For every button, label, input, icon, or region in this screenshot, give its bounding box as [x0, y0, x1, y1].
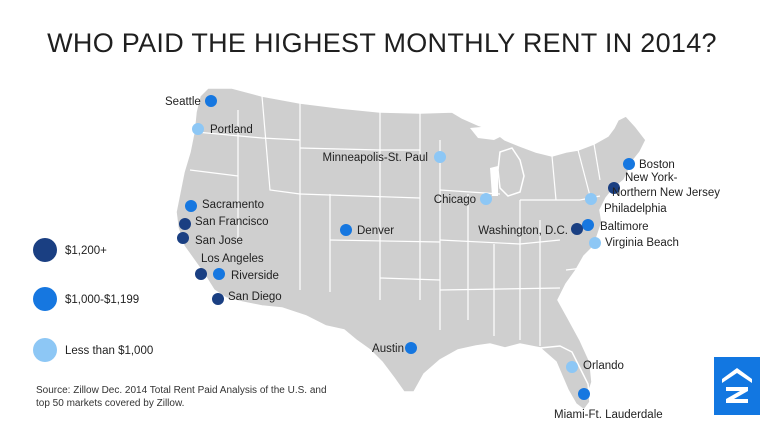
zillow-z-icon	[714, 357, 760, 415]
label-virginia-beach: Virginia Beach	[605, 237, 679, 249]
marker-miami-ft-lauderdale	[578, 388, 590, 400]
great-lakes	[470, 126, 506, 196]
legend-label-low: Less than $1,000	[65, 345, 153, 357]
legend-label-mid: $1,000-$1,199	[65, 294, 139, 306]
label-baltimore: Baltimore	[600, 221, 649, 233]
marker-chicago	[480, 193, 492, 205]
label-portland: Portland	[210, 124, 253, 136]
label-san-jose: San Jose	[195, 235, 243, 247]
us-land	[175, 87, 647, 401]
marker-riverside	[213, 268, 225, 280]
label-chicago: Chicago	[434, 194, 476, 206]
marker-philadelphia	[585, 193, 597, 205]
label-los-angeles: Los Angeles	[201, 253, 264, 265]
label-sacramento: Sacramento	[202, 199, 264, 211]
state-borders	[189, 95, 601, 346]
map-title: WHO PAID THE HIGHEST MONTHLY RENT IN 201…	[47, 28, 717, 58]
marker-sacramento	[185, 200, 197, 212]
michigan-peninsula	[497, 147, 525, 197]
legend: $1,200+ $1,000-$1,199 Less than $1,000	[33, 238, 153, 362]
legend-label-high: $1,200+	[65, 245, 107, 257]
marker-boston	[623, 158, 635, 170]
label-miami-ft-lauderdale: Miami-Ft. Lauderdale	[554, 409, 663, 421]
label-denver: Denver	[357, 225, 394, 237]
label-seattle: Seattle	[165, 96, 201, 108]
city-markers	[177, 95, 635, 400]
label-riverside: Riverside	[231, 270, 279, 282]
label-boston: Boston	[639, 159, 675, 171]
source-note: Source: Zillow Dec. 2014 Total Rent Paid…	[36, 385, 327, 409]
marker-virginia-beach	[589, 237, 601, 249]
marker-new-york	[608, 182, 620, 194]
florida-peninsula	[538, 345, 591, 412]
label-san-francisco: San Francisco	[195, 216, 269, 228]
marker-seattle	[205, 95, 217, 107]
label-minneapolis-st-paul: Minneapolis-St. Paul	[323, 152, 428, 164]
marker-orlando	[566, 361, 578, 373]
label-philadelphia: Philadelphia	[604, 203, 667, 215]
marker-washington-d-c	[571, 223, 583, 235]
marker-san-jose	[177, 232, 189, 244]
legend-swatch-low	[33, 338, 57, 362]
marker-san-diego	[212, 293, 224, 305]
marker-austin	[405, 342, 417, 354]
marker-minneapolis-st-paul	[434, 151, 446, 163]
marker-portland	[192, 123, 204, 135]
marker-baltimore	[582, 219, 594, 231]
label-new-york: New York-	[625, 172, 678, 184]
legend-swatch-high	[33, 238, 57, 262]
marker-los-angeles	[195, 268, 207, 280]
label-washington-d-c: Washington, D.C.	[478, 225, 568, 237]
label-austin: Austin	[372, 343, 404, 355]
marker-san-francisco	[179, 218, 191, 230]
legend-swatch-mid	[33, 287, 57, 311]
label-orlando: Orlando	[583, 360, 624, 372]
label-san-diego: San Diego	[228, 291, 282, 303]
label-northern-new-jersey: Northern New Jersey	[612, 187, 720, 199]
city-labels: Seattle Portland Sacramento San Francisco Sa…	[165, 96, 720, 421]
marker-denver	[340, 224, 352, 236]
